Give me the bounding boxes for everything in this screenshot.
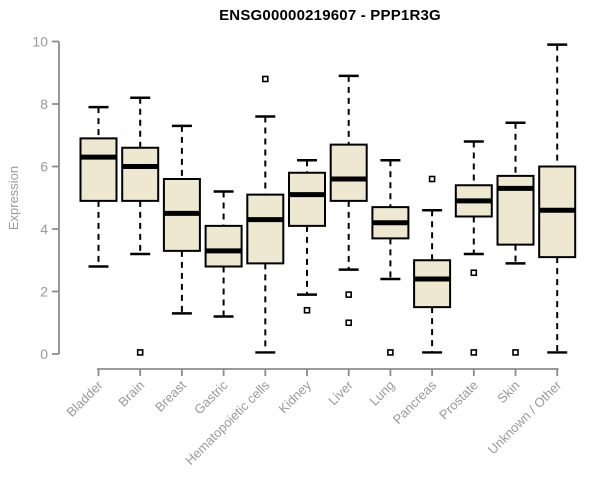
category-label: Gastric xyxy=(191,377,231,417)
outlier-point xyxy=(136,349,144,356)
box-iqr xyxy=(121,146,160,202)
y-tick-label: 2 xyxy=(40,284,48,300)
y-tick-label: 6 xyxy=(40,159,48,175)
category-label: Brain xyxy=(115,378,147,410)
box-iqr xyxy=(79,137,118,202)
box-iqr xyxy=(329,143,368,202)
y-tick-label: 8 xyxy=(40,96,48,112)
box-iqr xyxy=(204,224,243,268)
category-label: Skin xyxy=(494,378,522,406)
outlier-point xyxy=(470,269,478,277)
box-iqr xyxy=(246,193,285,265)
outlier-point xyxy=(261,75,269,83)
outlier-point xyxy=(512,349,519,356)
outlier-point xyxy=(345,319,353,327)
outlier-point xyxy=(428,175,436,183)
category-label: Liver xyxy=(325,377,356,408)
outlier-point xyxy=(303,306,311,314)
outlier-point xyxy=(345,291,353,298)
category-label: Prostate xyxy=(436,378,481,423)
box-iqr xyxy=(413,259,452,309)
chart-title: ENSG00000219607 - PPP1R3G xyxy=(219,7,441,24)
category-label: Kidney xyxy=(275,377,314,416)
category-label: Breast xyxy=(152,377,189,414)
category-label: Lung xyxy=(366,378,397,409)
y-tick-label: 10 xyxy=(32,34,48,50)
category-label: Pancreas xyxy=(390,377,440,427)
y-tick-label: 0 xyxy=(40,346,48,362)
y-tick-label: 4 xyxy=(40,221,48,237)
category-label: Bladder xyxy=(63,377,106,420)
category-label: Unknown / Other xyxy=(485,377,565,457)
outlier-point xyxy=(470,349,478,356)
outlier-point xyxy=(387,349,394,356)
box-iqr xyxy=(288,171,326,227)
